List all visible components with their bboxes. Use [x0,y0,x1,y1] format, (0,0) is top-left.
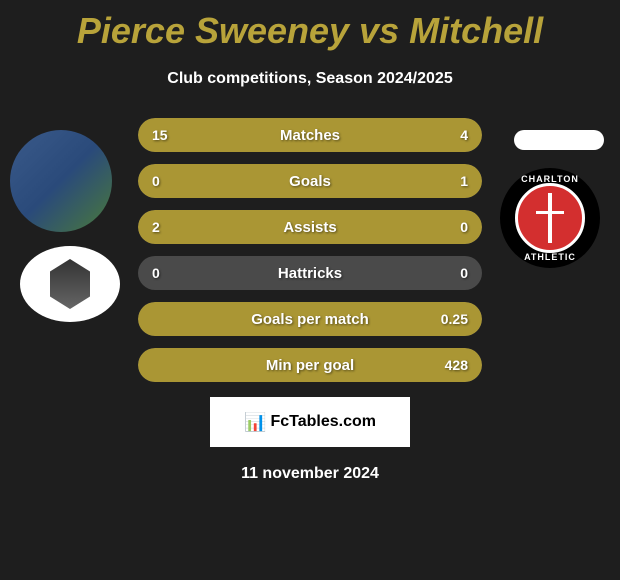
stat-fill-right [410,118,482,152]
stat-row: 2 Assists 0 [138,210,482,244]
club-name-bottom: ATHLETIC [524,252,576,262]
stat-value-left: 2 [152,219,160,235]
stat-row: 0 Hattricks 0 [138,256,482,290]
stat-label: Goals per match [251,311,369,328]
season-subtitle: Club competitions, Season 2024/2025 [0,70,620,88]
stat-row: Goals per match 0.25 [138,302,482,336]
stat-value-right: 1 [460,173,468,189]
chart-icon: 📊 [244,412,266,433]
stat-value-right: 4 [460,127,468,143]
stat-value-right: 0 [460,219,468,235]
stat-value-left: 15 [152,127,168,143]
stats-container: 15 Matches 4 0 Goals 1 2 Assists 0 0 Hattricks 0 Goa… [138,118,482,382]
club-crest-right-icon [515,183,585,253]
player-avatar-right [514,130,604,150]
stat-row: 0 Goals 1 [138,164,482,198]
sword-icon [548,193,552,243]
stat-fill-left [138,118,410,152]
stat-row: Min per goal 428 [138,348,482,382]
stat-row: 15 Matches 4 [138,118,482,152]
comparison-title: Pierce Sweeney vs Mitchell [0,0,620,52]
stat-value-left: 0 [152,173,160,189]
stat-label: Assists [283,219,336,236]
stat-value-left: 0 [152,265,160,281]
stat-value-right: 0 [460,265,468,281]
brand-text: FcTables.com [270,413,376,431]
stat-value-right: 428 [445,357,468,373]
stat-value-right: 0.25 [441,311,468,327]
date-text: 11 november 2024 [0,465,620,483]
club-crest-left-icon [50,259,90,309]
stat-label: Matches [280,127,340,144]
club-logo-left [20,246,120,322]
content-area: CHARLTON ATHLETIC 15 Matches 4 0 Goals 1 2 Assi… [0,118,620,483]
stat-label: Hattricks [278,265,342,282]
stat-label: Goals [289,173,331,190]
brand-box[interactable]: 📊 FcTables.com [210,397,410,447]
club-logo-right: CHARLTON ATHLETIC [500,168,600,268]
stat-label: Min per goal [266,357,354,374]
player-avatar-left [10,130,112,232]
